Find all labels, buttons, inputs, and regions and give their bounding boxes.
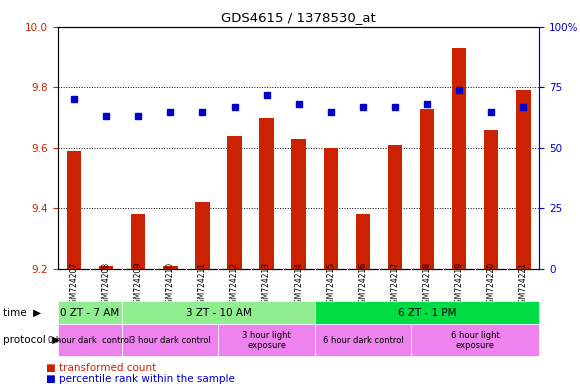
Text: 3 ZT - 10 AM: 3 ZT - 10 AM (186, 308, 251, 318)
Bar (356, 214, 370, 269)
Text: GSM724209: GSM724209 (134, 262, 143, 308)
Text: 6 hour light
exposure: 6 hour light exposure (451, 331, 499, 350)
Text: 6 hour dark control: 6 hour dark control (322, 336, 403, 345)
Text: GSM724214: GSM724214 (294, 262, 303, 308)
Text: GSM724215: GSM724215 (327, 262, 335, 308)
Bar (420, 109, 434, 269)
Bar (99, 266, 113, 269)
Text: 3 hour light
exposure: 3 hour light exposure (242, 331, 291, 350)
Bar (58, 301, 122, 324)
Bar (163, 266, 177, 269)
Text: GSM724216: GSM724216 (358, 262, 367, 308)
Text: GSM724219: GSM724219 (455, 262, 463, 308)
Text: protocol  ▶: protocol ▶ (3, 335, 60, 346)
Text: GSM724208: GSM724208 (102, 262, 111, 308)
Bar (516, 90, 531, 269)
Bar (219, 324, 315, 356)
Text: 3 hour dark control: 3 hour dark control (130, 336, 211, 345)
Bar (131, 214, 146, 269)
Text: ■ percentile rank within the sample: ■ percentile rank within the sample (46, 374, 235, 384)
Text: time  ▶: time ▶ (3, 308, 41, 318)
Bar (452, 48, 466, 269)
Bar (388, 145, 402, 269)
Text: 0 hour dark  control: 0 hour dark control (49, 336, 132, 345)
Text: GSM724220: GSM724220 (487, 262, 496, 308)
Bar (292, 139, 306, 269)
Text: GSM724212: GSM724212 (230, 262, 239, 308)
Bar (122, 324, 219, 356)
Bar (122, 301, 315, 324)
Bar (315, 301, 539, 324)
Bar (315, 324, 411, 356)
Text: 6 ZT - 1 PM: 6 ZT - 1 PM (398, 308, 456, 318)
Text: GSM724221: GSM724221 (519, 262, 528, 308)
Text: GSM724210: GSM724210 (166, 262, 175, 308)
Text: GSM724213: GSM724213 (262, 262, 271, 308)
Bar (411, 324, 539, 356)
Bar (227, 136, 242, 269)
Text: GSM724207: GSM724207 (70, 262, 78, 308)
Bar (324, 148, 338, 269)
Bar (484, 130, 498, 269)
Bar (58, 324, 122, 356)
Title: GDS4615 / 1378530_at: GDS4615 / 1378530_at (222, 11, 376, 24)
Bar (195, 202, 209, 269)
Text: GSM724211: GSM724211 (198, 262, 207, 308)
Text: 0 ZT - 7 AM: 0 ZT - 7 AM (60, 308, 119, 318)
Text: GSM724218: GSM724218 (423, 262, 432, 308)
Text: ■ transformed count: ■ transformed count (46, 363, 157, 373)
Bar (259, 118, 274, 269)
Bar (67, 151, 81, 269)
Text: GSM724217: GSM724217 (390, 262, 400, 308)
